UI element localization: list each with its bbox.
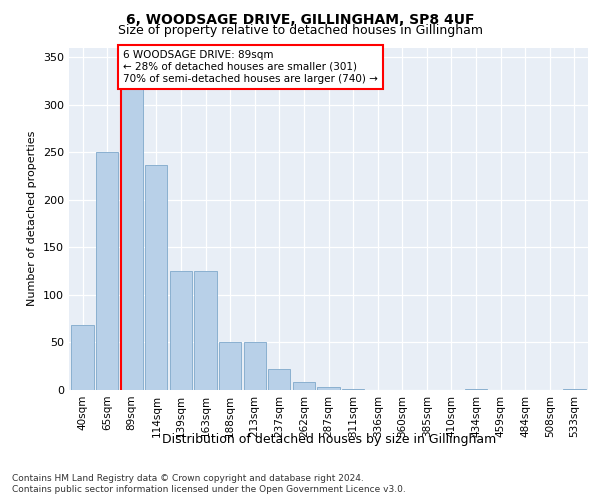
Bar bbox=[170, 271, 192, 390]
Bar bbox=[317, 387, 340, 390]
Text: Contains public sector information licensed under the Open Government Licence v3: Contains public sector information licen… bbox=[12, 485, 406, 494]
Y-axis label: Number of detached properties: Number of detached properties bbox=[28, 131, 37, 306]
Bar bbox=[96, 152, 118, 390]
Bar bbox=[71, 326, 94, 390]
Bar bbox=[293, 382, 315, 390]
Bar bbox=[121, 76, 143, 390]
Text: 6 WOODSAGE DRIVE: 89sqm
← 28% of detached houses are smaller (301)
70% of semi-d: 6 WOODSAGE DRIVE: 89sqm ← 28% of detache… bbox=[123, 50, 378, 84]
Text: 6, WOODSAGE DRIVE, GILLINGHAM, SP8 4UF: 6, WOODSAGE DRIVE, GILLINGHAM, SP8 4UF bbox=[126, 12, 474, 26]
Bar bbox=[563, 389, 586, 390]
Bar bbox=[244, 342, 266, 390]
Text: Contains HM Land Registry data © Crown copyright and database right 2024.: Contains HM Land Registry data © Crown c… bbox=[12, 474, 364, 483]
Text: Distribution of detached houses by size in Gillingham: Distribution of detached houses by size … bbox=[161, 432, 496, 446]
Text: Size of property relative to detached houses in Gillingham: Size of property relative to detached ho… bbox=[118, 24, 482, 37]
Bar bbox=[268, 369, 290, 390]
Bar bbox=[219, 342, 241, 390]
Bar bbox=[465, 389, 487, 390]
Bar bbox=[342, 389, 364, 390]
Bar bbox=[145, 164, 167, 390]
Bar bbox=[194, 271, 217, 390]
